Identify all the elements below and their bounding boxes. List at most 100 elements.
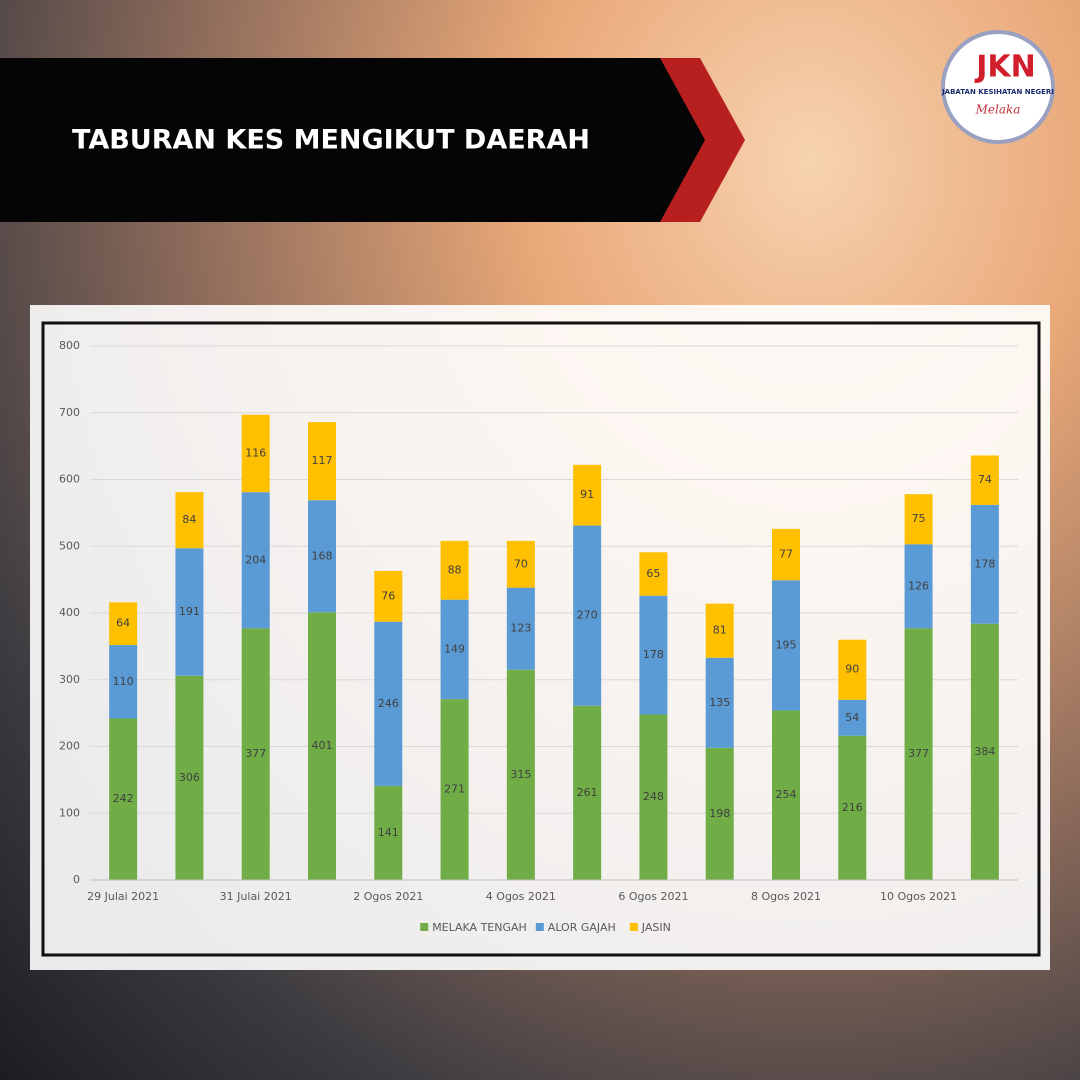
bar-segment — [374, 621, 403, 786]
data-label: 216 — [842, 801, 863, 814]
data-label: 135 — [709, 696, 730, 709]
x-tick-label: 8 Ogos 2021 — [751, 890, 821, 903]
bar-segment — [506, 669, 535, 880]
data-label: 261 — [577, 786, 598, 799]
bar-segment — [573, 525, 602, 706]
data-label: 168 — [312, 549, 333, 562]
bar-segment — [308, 422, 336, 501]
data-label: 270 — [577, 609, 598, 622]
bar-segment — [109, 602, 138, 646]
logo-state: Melaka — [975, 103, 1021, 117]
bar-segment — [175, 492, 204, 549]
bar-segment — [639, 552, 668, 596]
y-tick-label: 300 — [59, 673, 80, 686]
data-label: 84 — [182, 513, 196, 526]
data-label: 74 — [978, 473, 992, 486]
bar-segment — [705, 747, 734, 880]
data-label: 88 — [448, 563, 462, 576]
title-banner — [0, 58, 745, 222]
y-tick-label: 400 — [59, 606, 80, 619]
data-label: 81 — [713, 624, 727, 637]
bar-segment — [109, 645, 138, 719]
y-tick-label: 800 — [59, 339, 80, 352]
data-label: 191 — [179, 605, 200, 618]
data-label: 315 — [510, 768, 531, 781]
data-label: 377 — [908, 747, 929, 760]
logo-name: JABATAN KESIHATAN NEGERI — [941, 88, 1054, 96]
data-label: 195 — [776, 638, 797, 651]
data-label: 75 — [912, 512, 926, 525]
bar-segment — [440, 699, 469, 880]
data-label: 178 — [643, 648, 664, 661]
bar-segment — [440, 599, 469, 700]
data-label: 76 — [381, 589, 395, 602]
data-label: 401 — [312, 739, 333, 752]
bar-segment — [904, 544, 933, 629]
bar-segment — [175, 548, 204, 676]
page-title: TABURAN KES MENGIKUT DAERAH — [72, 125, 590, 156]
y-tick-label: 100 — [59, 806, 80, 819]
data-label: 64 — [116, 617, 130, 630]
bar-segment — [970, 455, 999, 505]
bar-segment — [506, 540, 535, 588]
bar-segment — [308, 612, 336, 880]
y-tick-label: 0 — [73, 873, 80, 886]
data-label: 198 — [709, 807, 730, 820]
data-label: 141 — [378, 826, 399, 839]
data-label: 116 — [245, 446, 266, 459]
legend-label: JASIN — [641, 921, 671, 934]
data-label: 117 — [312, 454, 333, 467]
bar-segment — [970, 623, 999, 880]
bar-segment — [904, 628, 933, 880]
logo-badge — [941, 30, 1055, 144]
x-tick-label: 10 Ogos 2021 — [880, 890, 957, 903]
bar-segment — [241, 414, 270, 493]
data-label: 149 — [444, 642, 465, 655]
data-label: 242 — [113, 792, 134, 805]
bar-segment — [440, 540, 469, 600]
bar-segment — [506, 587, 535, 670]
x-tick-label: 29 Julai 2021 — [87, 890, 159, 903]
data-label: 123 — [510, 622, 531, 635]
data-label: 65 — [646, 567, 660, 580]
bar-segment — [175, 675, 204, 880]
x-tick-label: 2 Ogos 2021 — [353, 890, 423, 903]
x-tick-label: 6 Ogos 2021 — [618, 890, 688, 903]
data-label: 110 — [113, 675, 134, 688]
bar-segment — [374, 785, 403, 880]
bar-segment — [308, 500, 336, 613]
y-tick-label: 200 — [59, 740, 80, 753]
bar-segment — [573, 464, 602, 526]
legend-swatch — [629, 923, 638, 931]
data-label: 248 — [643, 790, 664, 803]
data-label: 246 — [378, 697, 399, 710]
y-tick-label: 700 — [59, 406, 80, 419]
bar-segment — [241, 628, 270, 880]
data-label: 377 — [245, 747, 266, 760]
bar-segment — [705, 603, 734, 658]
data-label: 384 — [974, 745, 995, 758]
bar-segment — [904, 494, 933, 545]
bar-segment — [573, 705, 602, 880]
data-label: 306 — [179, 771, 200, 784]
data-label: 271 — [444, 783, 465, 796]
bar-segment — [772, 710, 800, 880]
bar-segment — [639, 595, 668, 715]
data-label: 126 — [908, 579, 929, 592]
x-tick-label: 4 Ogos 2021 — [486, 890, 556, 903]
bar-segment — [970, 504, 999, 624]
bar-segment — [109, 718, 138, 880]
bar-segment — [838, 699, 867, 736]
data-label: 204 — [245, 553, 266, 566]
bar-segment — [241, 492, 270, 629]
chart-border — [41, 321, 1041, 957]
data-label: 54 — [845, 711, 859, 724]
legend-label: ALOR GAJAH — [548, 921, 616, 934]
data-label: 77 — [779, 548, 793, 561]
data-label: 254 — [776, 788, 797, 801]
bar-segment — [374, 570, 403, 622]
legend-swatch — [420, 923, 429, 931]
x-tick-label: 31 Julai 2021 — [220, 890, 292, 903]
